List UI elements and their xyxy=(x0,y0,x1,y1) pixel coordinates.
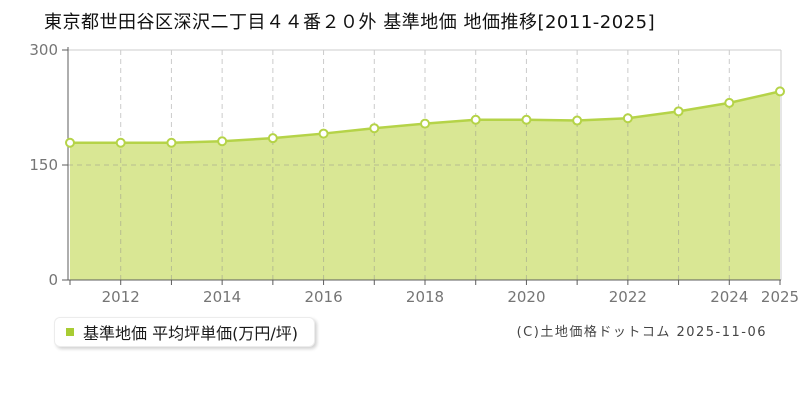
data-point xyxy=(217,136,228,147)
x-axis-label: 2024 xyxy=(710,288,748,306)
data-point xyxy=(65,137,75,148)
x-axis-label: 2016 xyxy=(304,288,342,306)
legend-label: 基準地価 平均坪単価(万円/坪) xyxy=(83,324,298,343)
x-axis-label: 2022 xyxy=(609,288,647,306)
area-fill xyxy=(70,91,780,281)
data-point xyxy=(267,133,278,144)
x-axis-label: 2014 xyxy=(203,288,241,306)
y-axis-label: 0 xyxy=(48,271,58,289)
data-point xyxy=(521,114,532,125)
x-axis-label: 2018 xyxy=(406,288,444,306)
data-point xyxy=(369,123,380,134)
data-point xyxy=(470,114,481,125)
data-point xyxy=(115,137,126,148)
legend-marker-icon xyxy=(66,328,74,336)
data-point xyxy=(318,128,329,139)
x-axis-label: 2020 xyxy=(507,288,545,306)
data-point xyxy=(622,113,633,124)
data-point xyxy=(775,86,785,97)
data-point xyxy=(572,115,583,126)
copyright-text: (C)土地価格ドットコム 2025-11-06 xyxy=(516,325,767,340)
data-point xyxy=(724,97,735,108)
x-axis-label: 2012 xyxy=(102,288,140,306)
y-axis-label: 150 xyxy=(29,156,58,174)
page-title: 東京都世田谷区深沢二丁目４４番２０外 基準地価 地価推移[2011-2025] xyxy=(44,12,656,33)
x-axis-label: 2025 xyxy=(761,288,799,306)
data-point xyxy=(166,137,177,148)
y-axis-label: 300 xyxy=(29,41,58,59)
data-point xyxy=(420,118,430,129)
legend: 基準地価 平均坪単価(万円/坪) xyxy=(54,317,315,347)
data-point xyxy=(673,106,684,117)
